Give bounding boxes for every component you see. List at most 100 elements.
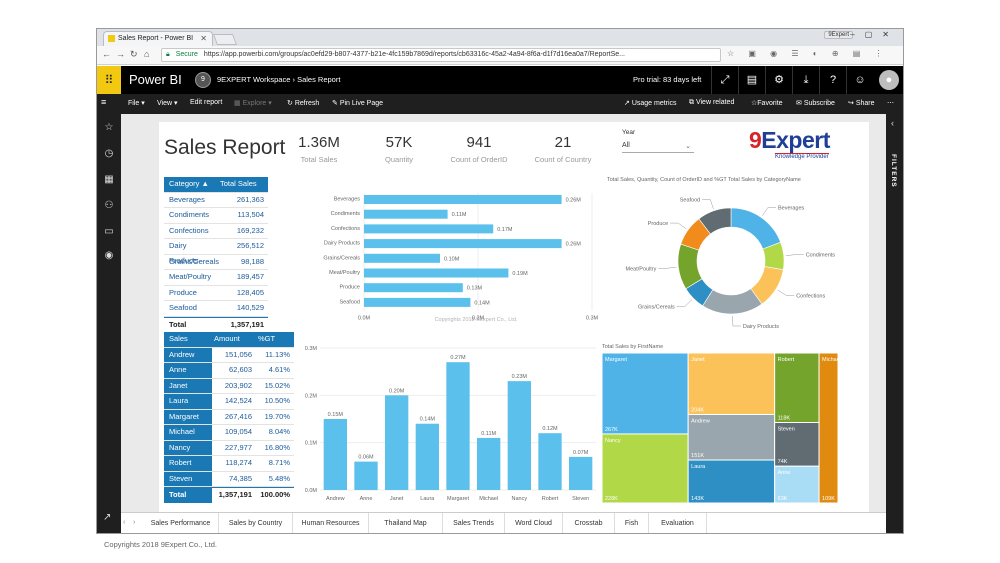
table-header-cell[interactable]: %GT: [258, 334, 276, 343]
favorite-button[interactable]: ☆Favorite: [751, 100, 783, 107]
download-icon[interactable]: ⤓: [792, 66, 819, 94]
apps-icon[interactable]: ▦: [104, 174, 114, 185]
workspaces-icon[interactable]: ▭: [104, 226, 114, 237]
workspace-9expert-icon[interactable]: ◉: [104, 250, 114, 261]
table-row[interactable]: Robert 118,274 8.71%: [164, 456, 294, 472]
settings-icon[interactable]: ⚙: [765, 66, 792, 94]
table-row[interactable]: Produce 128,405: [164, 286, 268, 301]
filters-pane[interactable]: ‹ FILTERS: [886, 114, 903, 533]
fullscreen-icon[interactable]: ⤢: [711, 66, 738, 94]
column[interactable]: [569, 456, 593, 490]
home-icon[interactable]: ⌂: [144, 49, 150, 59]
help-icon[interactable]: ?: [819, 66, 846, 94]
view-menu[interactable]: View ▾: [157, 100, 178, 107]
page-tab[interactable]: Word Cloud: [505, 513, 563, 533]
table-row[interactable]: Nancy 227,977 16.80%: [164, 440, 294, 456]
page-tab[interactable]: Sales Trends: [443, 513, 505, 533]
page-tab[interactable]: Sales by Country: [219, 513, 293, 533]
treemap-cell[interactable]: [602, 353, 689, 435]
category-table[interactable]: Category ▲ Total Sales Beverages 261,363 Con…: [164, 177, 268, 332]
table-row[interactable]: Michael 109,054 8.04%: [164, 425, 294, 441]
expand-nav-icon[interactable]: ↗: [103, 512, 112, 523]
bar[interactable]: [364, 268, 509, 278]
table-header-cell[interactable]: Total Sales: [220, 179, 257, 188]
bar[interactable]: [364, 239, 562, 249]
table-row[interactable]: Steven 74,385 5.48%: [164, 471, 294, 487]
app-launcher-icon[interactable]: ⠿: [97, 66, 121, 94]
category-donut-chart[interactable]: Beverages Condiments Confections Dairy Prod…: [607, 186, 869, 336]
column[interactable]: [477, 437, 501, 490]
column[interactable]: [354, 461, 378, 490]
category-bar-chart[interactable]: 0.0M 0.2M 0.3M Beverages 0.26M Condiments 0.11…: [296, 187, 602, 327]
bar[interactable]: [364, 297, 471, 307]
subscribe-button[interactable]: ✉ Subscribe: [796, 100, 835, 107]
treemap-cell[interactable]: [687, 459, 776, 503]
sales-person-table[interactable]: Sales Person Amount %GT Andrew 151,056 11.13%…: [164, 332, 294, 503]
table-row[interactable]: Grains/Cereals 98,188: [164, 255, 268, 270]
bar[interactable]: [364, 253, 440, 263]
page-tab[interactable]: Thailand Map: [369, 513, 443, 533]
breadcrumb-workspace[interactable]: 9EXPERT Workspace: [217, 75, 291, 84]
bar[interactable]: [364, 209, 448, 219]
donut-slice[interactable]: [702, 288, 763, 315]
column[interactable]: [323, 419, 347, 490]
bar[interactable]: [364, 224, 494, 234]
share-button[interactable]: ↪ Share: [848, 100, 875, 107]
recent-clock-icon[interactable]: ◷: [104, 148, 114, 159]
url-input[interactable]: 🔒︎ Secure https://app.powerbi.com/groups/a…: [161, 48, 721, 62]
page-tab[interactable]: Crosstab: [563, 513, 615, 533]
view-related-button[interactable]: ⧉ View related: [689, 99, 735, 106]
donut-slice[interactable]: [730, 207, 781, 250]
usage-metrics-button[interactable]: ↗ Usage metrics: [624, 100, 677, 107]
column[interactable]: [446, 362, 470, 490]
pin-live-page-button[interactable]: ✎ Pin Live Page: [332, 100, 384, 107]
table-row[interactable]: Beverages 261,363: [164, 193, 268, 208]
browser-tab[interactable]: Sales Report - Power BI ✕: [103, 31, 213, 46]
new-tab-button[interactable]: [212, 34, 238, 45]
prev-page-icon[interactable]: ‹: [123, 519, 126, 526]
table-row[interactable]: Dairy Products 256,512: [164, 239, 268, 265]
table-row[interactable]: Margaret 267,416 19.70%: [164, 409, 294, 425]
table-row[interactable]: Condiments 113,504: [164, 208, 268, 224]
page-tab[interactable]: Evaluation: [649, 513, 707, 533]
sales-person-column-chart[interactable]: 0.0M 0.1M 0.2M 0.3M 0.15M Andrew 0.06M Anne 0.20…: [296, 340, 602, 510]
close-tab-icon[interactable]: ✕: [200, 34, 207, 43]
table-row[interactable]: Anne 62,603 4.61%: [164, 363, 294, 379]
page-tab[interactable]: Fish: [615, 513, 649, 533]
table-header-cell[interactable]: Category ▲: [169, 179, 209, 188]
table-header-cell[interactable]: Sales Person: [169, 334, 193, 358]
page-tab[interactable]: Sales Performance: [143, 513, 219, 533]
breadcrumb-report[interactable]: Sales Report: [297, 75, 341, 84]
reload-icon[interactable]: ↻: [130, 49, 138, 59]
treemap-cell[interactable]: [818, 353, 838, 503]
bar[interactable]: [364, 195, 562, 204]
column[interactable]: [538, 433, 562, 490]
table-row[interactable]: Confections 169,232: [164, 224, 268, 239]
window-controls[interactable]: –▢✕: [850, 30, 899, 39]
table-header-cell[interactable]: Amount: [214, 334, 240, 343]
table-row[interactable]: Andrew 151,056 11.13%: [164, 347, 294, 363]
column[interactable]: [507, 381, 531, 490]
more-options-icon[interactable]: ⋯: [887, 100, 894, 107]
sales-person-treemap[interactable]: Margaret 267K Nancy 228K Janet 204K Andrew 151K…: [602, 353, 838, 503]
back-icon[interactable]: ←: [102, 49, 111, 59]
feedback-smiley-icon[interactable]: ☺: [846, 66, 873, 94]
hamburger-menu-icon[interactable]: ≡: [101, 97, 107, 107]
file-menu[interactable]: File ▾: [128, 100, 145, 107]
trial-status[interactable]: Pro trial: 83 days left: [633, 75, 702, 84]
table-row[interactable]: Meat/Poultry 189,457: [164, 270, 268, 286]
table-row[interactable]: Janet 203,902 15.02%: [164, 378, 294, 394]
next-page-icon[interactable]: ›: [133, 519, 136, 526]
page-tab[interactable]: Human Resources: [293, 513, 369, 533]
year-slicer[interactable]: All ⌄: [622, 141, 694, 153]
edit-report-button[interactable]: Edit report: [190, 99, 223, 106]
column[interactable]: [415, 423, 439, 490]
forward-icon[interactable]: →: [116, 49, 125, 59]
table-row[interactable]: Laura 142,524 10.50%: [164, 394, 294, 410]
extension-icons[interactable]: ☆ ▣ ◉ ☰ ◐ ⊕ ▤ ⋮: [727, 49, 889, 58]
favorites-star-icon[interactable]: ☆: [104, 122, 114, 133]
column[interactable]: [385, 395, 409, 490]
user-avatar[interactable]: ●: [879, 70, 899, 90]
treemap-cell[interactable]: [687, 413, 776, 461]
treemap-cell[interactable]: [602, 433, 689, 503]
